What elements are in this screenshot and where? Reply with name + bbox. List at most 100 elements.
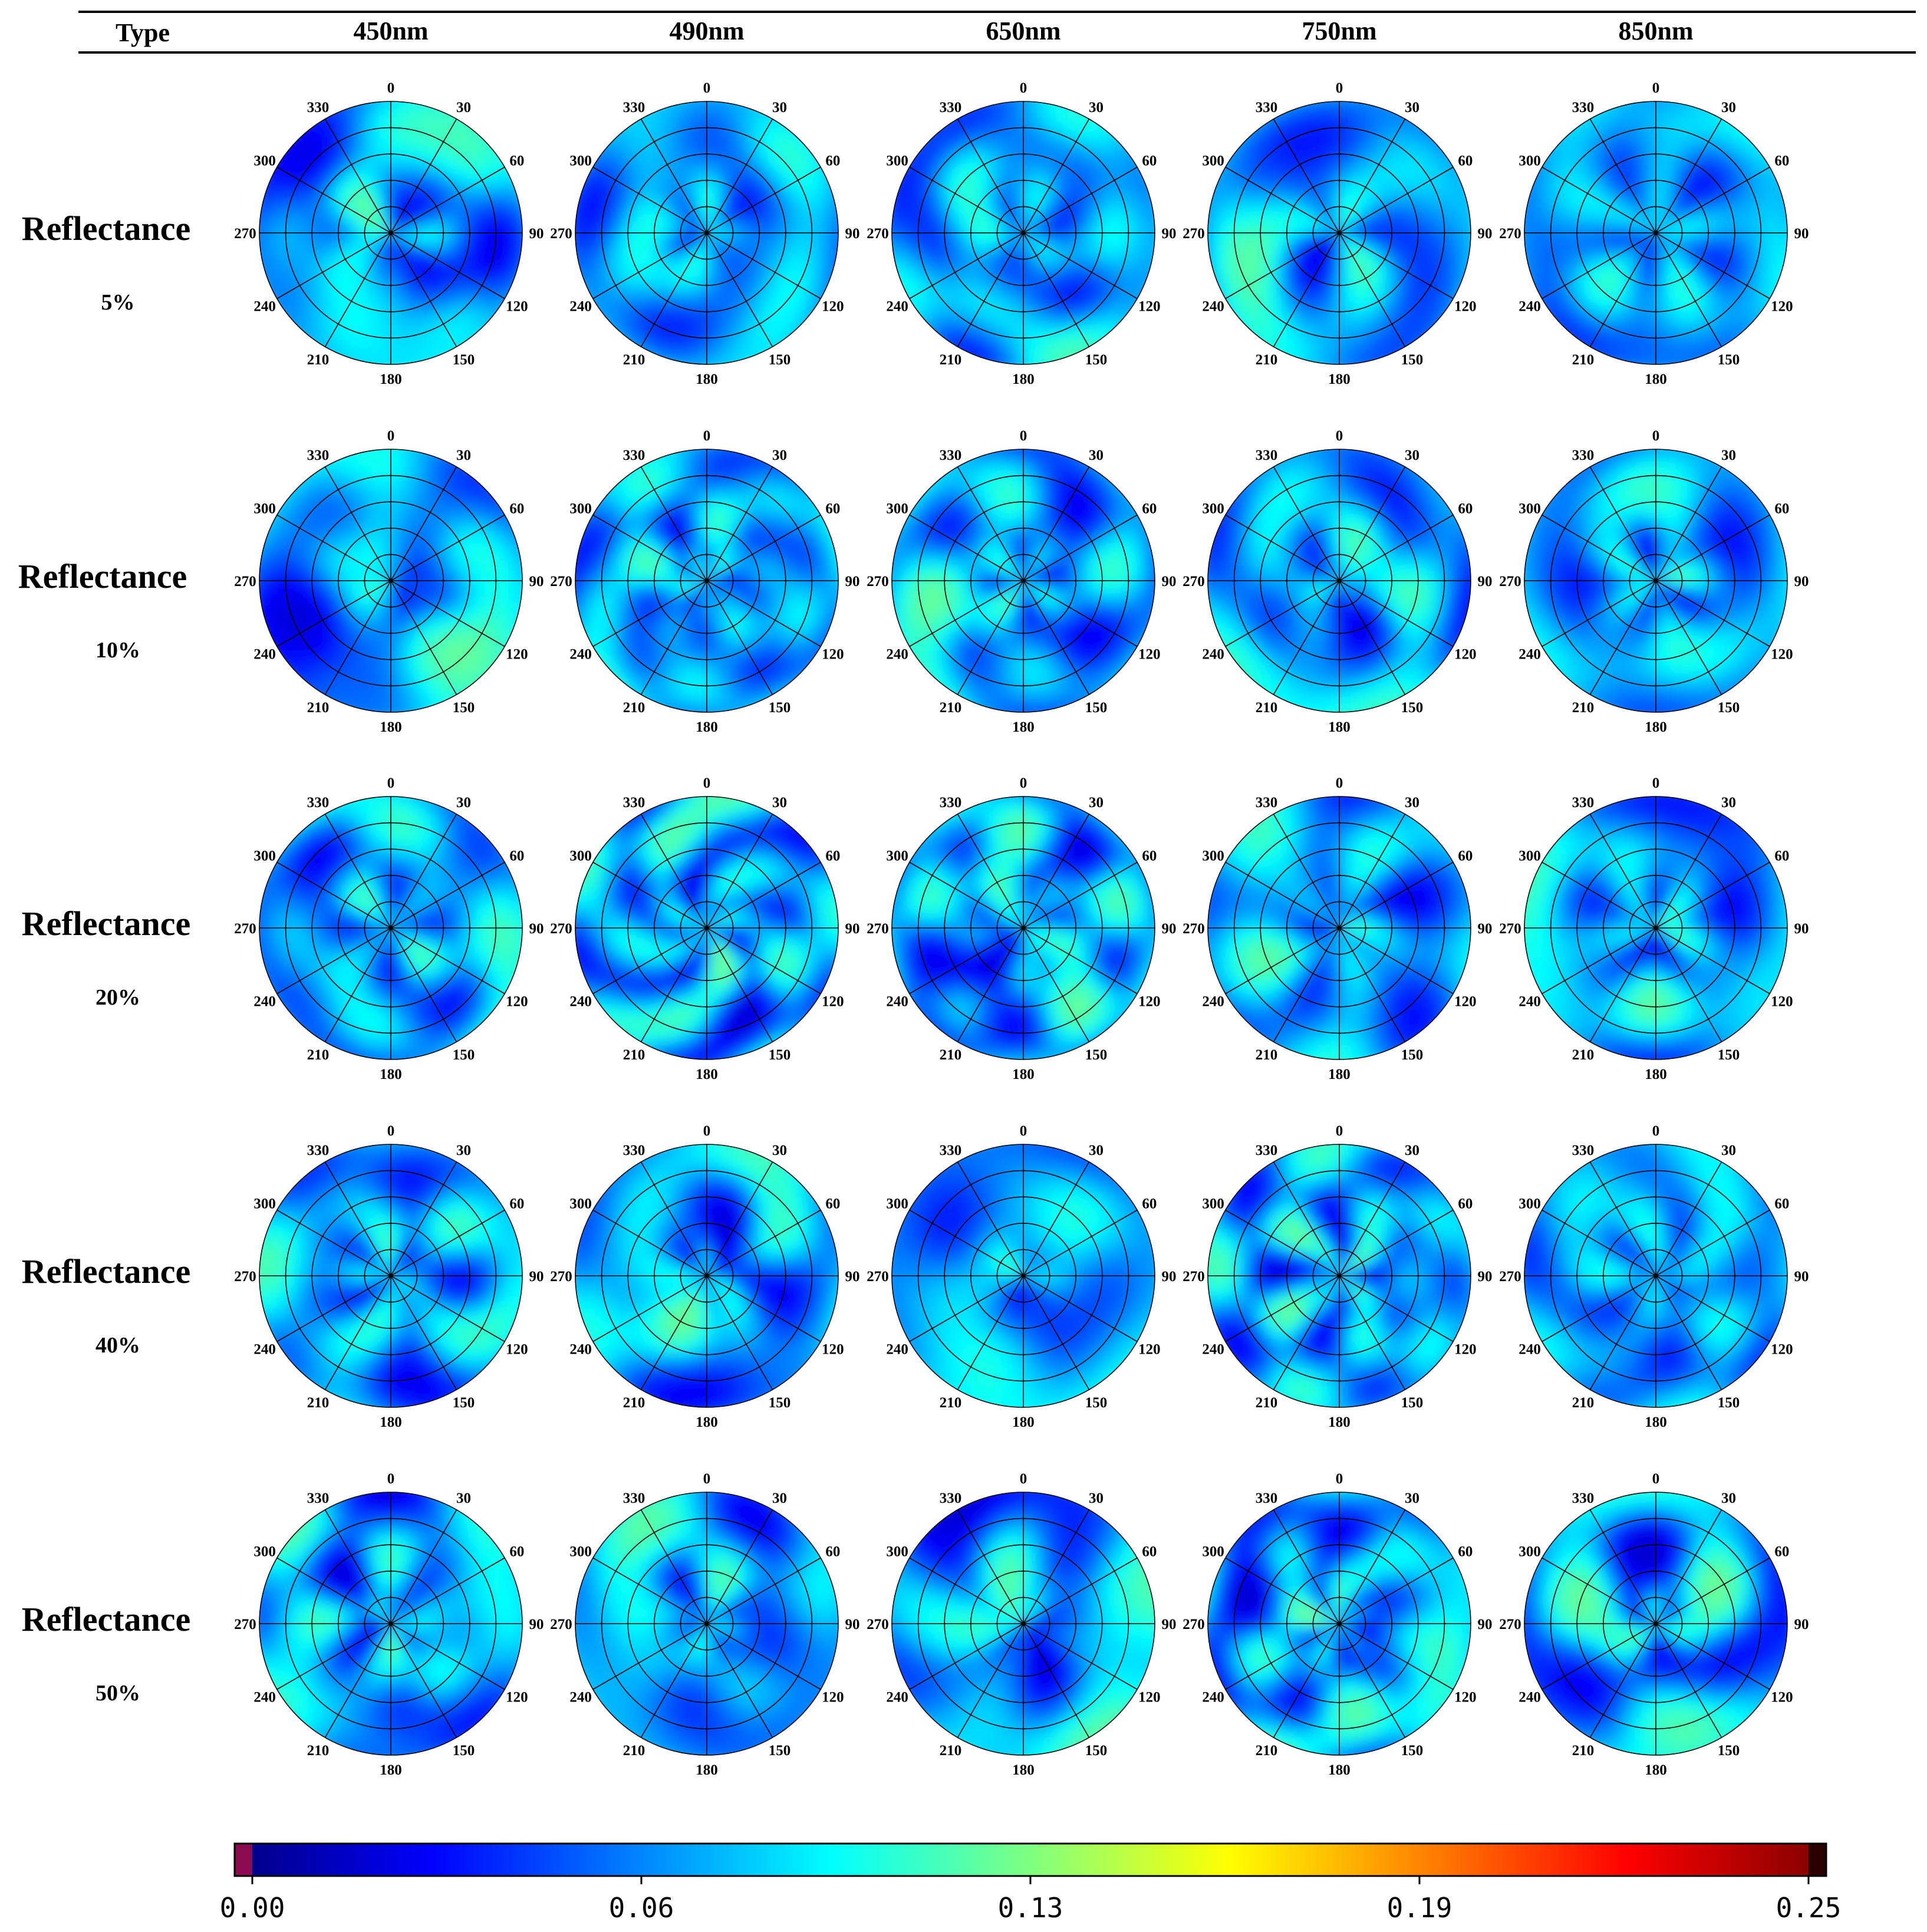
angle-label-210: 210 xyxy=(307,352,330,368)
angle-label-150: 150 xyxy=(453,352,475,368)
colorbar-over-swatch xyxy=(1809,1844,1826,1876)
angle-label-30: 30 xyxy=(456,447,471,463)
polar-grid xyxy=(891,101,1155,365)
angle-label-240: 240 xyxy=(1202,647,1224,663)
angle-label-120: 120 xyxy=(822,1690,844,1706)
header-type-label: Type xyxy=(116,18,170,47)
polar-plot-50%-850nm: 0 30 60 90 120 150 180 210 240 270 300 330 xyxy=(1499,1471,1809,1778)
polar-plot-10%-650nm: 0 30 60 90 120 150 180 210 240 270 300 330 xyxy=(867,428,1176,735)
angle-label-210: 210 xyxy=(1572,1395,1595,1411)
angle-label-60: 60 xyxy=(509,1544,524,1560)
angle-label-150: 150 xyxy=(769,1047,791,1063)
angle-label-30: 30 xyxy=(1405,100,1419,116)
angle-label-300: 300 xyxy=(1202,1196,1224,1212)
angle-label-300: 300 xyxy=(253,1196,276,1212)
angle-label-30: 30 xyxy=(456,100,471,116)
polar-plot-10%-850nm: 0 30 60 90 120 150 180 210 240 270 300 330 xyxy=(1499,428,1809,735)
angle-label-210: 210 xyxy=(1256,1047,1278,1063)
angle-label-210: 210 xyxy=(1572,1743,1595,1759)
polar-plot-20%-490nm: 0 30 60 90 120 150 180 210 240 270 300 330 xyxy=(550,775,859,1082)
angle-label-0: 0 xyxy=(1652,80,1660,96)
angle-label-90: 90 xyxy=(845,1617,860,1633)
angle-label-330: 330 xyxy=(1572,1143,1595,1158)
angle-label-180: 180 xyxy=(696,719,718,735)
angle-label-90: 90 xyxy=(1794,574,1809,590)
angle-label-210: 210 xyxy=(1256,352,1278,368)
angle-label-300: 300 xyxy=(886,1544,908,1560)
angle-label-210: 210 xyxy=(1256,700,1278,716)
angle-label-330: 330 xyxy=(623,447,645,463)
angle-label-300: 300 xyxy=(569,1544,592,1560)
angle-label-120: 120 xyxy=(1454,299,1477,315)
angle-label-270: 270 xyxy=(1499,226,1521,242)
colorbar-tick-label-0.06: 0.06 xyxy=(609,1892,674,1924)
angle-label-0: 0 xyxy=(387,80,395,96)
polar-grid xyxy=(259,796,523,1060)
header-column-850nm: 850nm xyxy=(1618,17,1693,45)
polar-plot-50%-750nm: 0 30 60 90 120 150 180 210 240 270 300 330 xyxy=(1182,1471,1492,1778)
angle-label-210: 210 xyxy=(307,700,330,716)
angle-label-210: 210 xyxy=(1572,1047,1595,1063)
angle-label-150: 150 xyxy=(1401,352,1424,368)
angle-label-60: 60 xyxy=(509,501,524,517)
angle-label-60: 60 xyxy=(1774,1544,1789,1560)
angle-label-270: 270 xyxy=(1182,1617,1205,1633)
polar-grid xyxy=(1207,1492,1471,1756)
angle-label-180: 180 xyxy=(696,371,718,387)
angle-label-240: 240 xyxy=(886,994,908,1010)
angle-label-120: 120 xyxy=(1138,647,1161,663)
angle-label-150: 150 xyxy=(453,1047,475,1063)
angle-label-210: 210 xyxy=(623,700,645,716)
angle-label-90: 90 xyxy=(529,1269,544,1285)
angle-label-30: 30 xyxy=(456,1490,471,1506)
angle-label-60: 60 xyxy=(1458,848,1473,864)
polar-plot-20%-450nm: 0 30 60 90 120 150 180 210 240 270 300 330 xyxy=(234,775,543,1082)
angle-label-330: 330 xyxy=(623,1490,645,1506)
angle-label-120: 120 xyxy=(506,1342,528,1358)
heatmap-field xyxy=(892,449,1155,712)
angle-label-0: 0 xyxy=(703,80,711,96)
angle-label-120: 120 xyxy=(822,647,844,663)
angle-label-180: 180 xyxy=(1328,1762,1350,1778)
angle-label-270: 270 xyxy=(1182,921,1205,937)
angle-label-60: 60 xyxy=(1774,1196,1789,1212)
angle-label-30: 30 xyxy=(1089,1143,1104,1158)
angle-label-60: 60 xyxy=(825,848,840,864)
angle-label-210: 210 xyxy=(940,1743,962,1759)
angle-label-60: 60 xyxy=(1142,848,1157,864)
angle-label-60: 60 xyxy=(1142,1196,1157,1212)
angle-label-0: 0 xyxy=(1020,1471,1027,1487)
angle-label-300: 300 xyxy=(886,848,908,864)
angle-label-90: 90 xyxy=(1162,1617,1177,1633)
angle-label-90: 90 xyxy=(845,226,860,242)
angle-label-180: 180 xyxy=(380,371,402,387)
polar-grid xyxy=(575,796,839,1060)
polar-grid xyxy=(1207,796,1471,1060)
polar-plot-40%-650nm: 0 30 60 90 120 150 180 210 240 270 300 330 xyxy=(867,1123,1176,1430)
angle-label-60: 60 xyxy=(509,848,524,864)
angle-label-240: 240 xyxy=(1518,1690,1541,1706)
angle-label-90: 90 xyxy=(529,574,544,590)
angle-label-300: 300 xyxy=(886,153,908,169)
angle-label-30: 30 xyxy=(772,447,787,463)
angle-label-0: 0 xyxy=(1336,428,1343,444)
angle-label-240: 240 xyxy=(569,299,592,315)
angle-label-270: 270 xyxy=(1499,1617,1521,1633)
angle-label-90: 90 xyxy=(1794,226,1809,242)
angle-label-30: 30 xyxy=(1405,1143,1419,1158)
angle-label-30: 30 xyxy=(1089,447,1104,463)
header-column-450nm: 450nm xyxy=(353,17,428,45)
polar-plot-50%-490nm: 0 30 60 90 120 150 180 210 240 270 300 330 xyxy=(550,1471,859,1778)
angle-label-330: 330 xyxy=(307,447,330,463)
angle-label-0: 0 xyxy=(387,1471,395,1487)
angle-label-60: 60 xyxy=(509,153,524,169)
angle-label-0: 0 xyxy=(703,428,711,444)
angle-label-210: 210 xyxy=(623,352,645,368)
colorbar-tick-label-0.13: 0.13 xyxy=(998,1892,1063,1924)
angle-label-150: 150 xyxy=(1401,700,1424,716)
angle-label-30: 30 xyxy=(772,1143,787,1158)
angle-label-0: 0 xyxy=(1020,428,1027,444)
angle-label-330: 330 xyxy=(1256,1490,1278,1506)
angle-label-90: 90 xyxy=(529,921,544,937)
angle-label-330: 330 xyxy=(1572,795,1595,811)
